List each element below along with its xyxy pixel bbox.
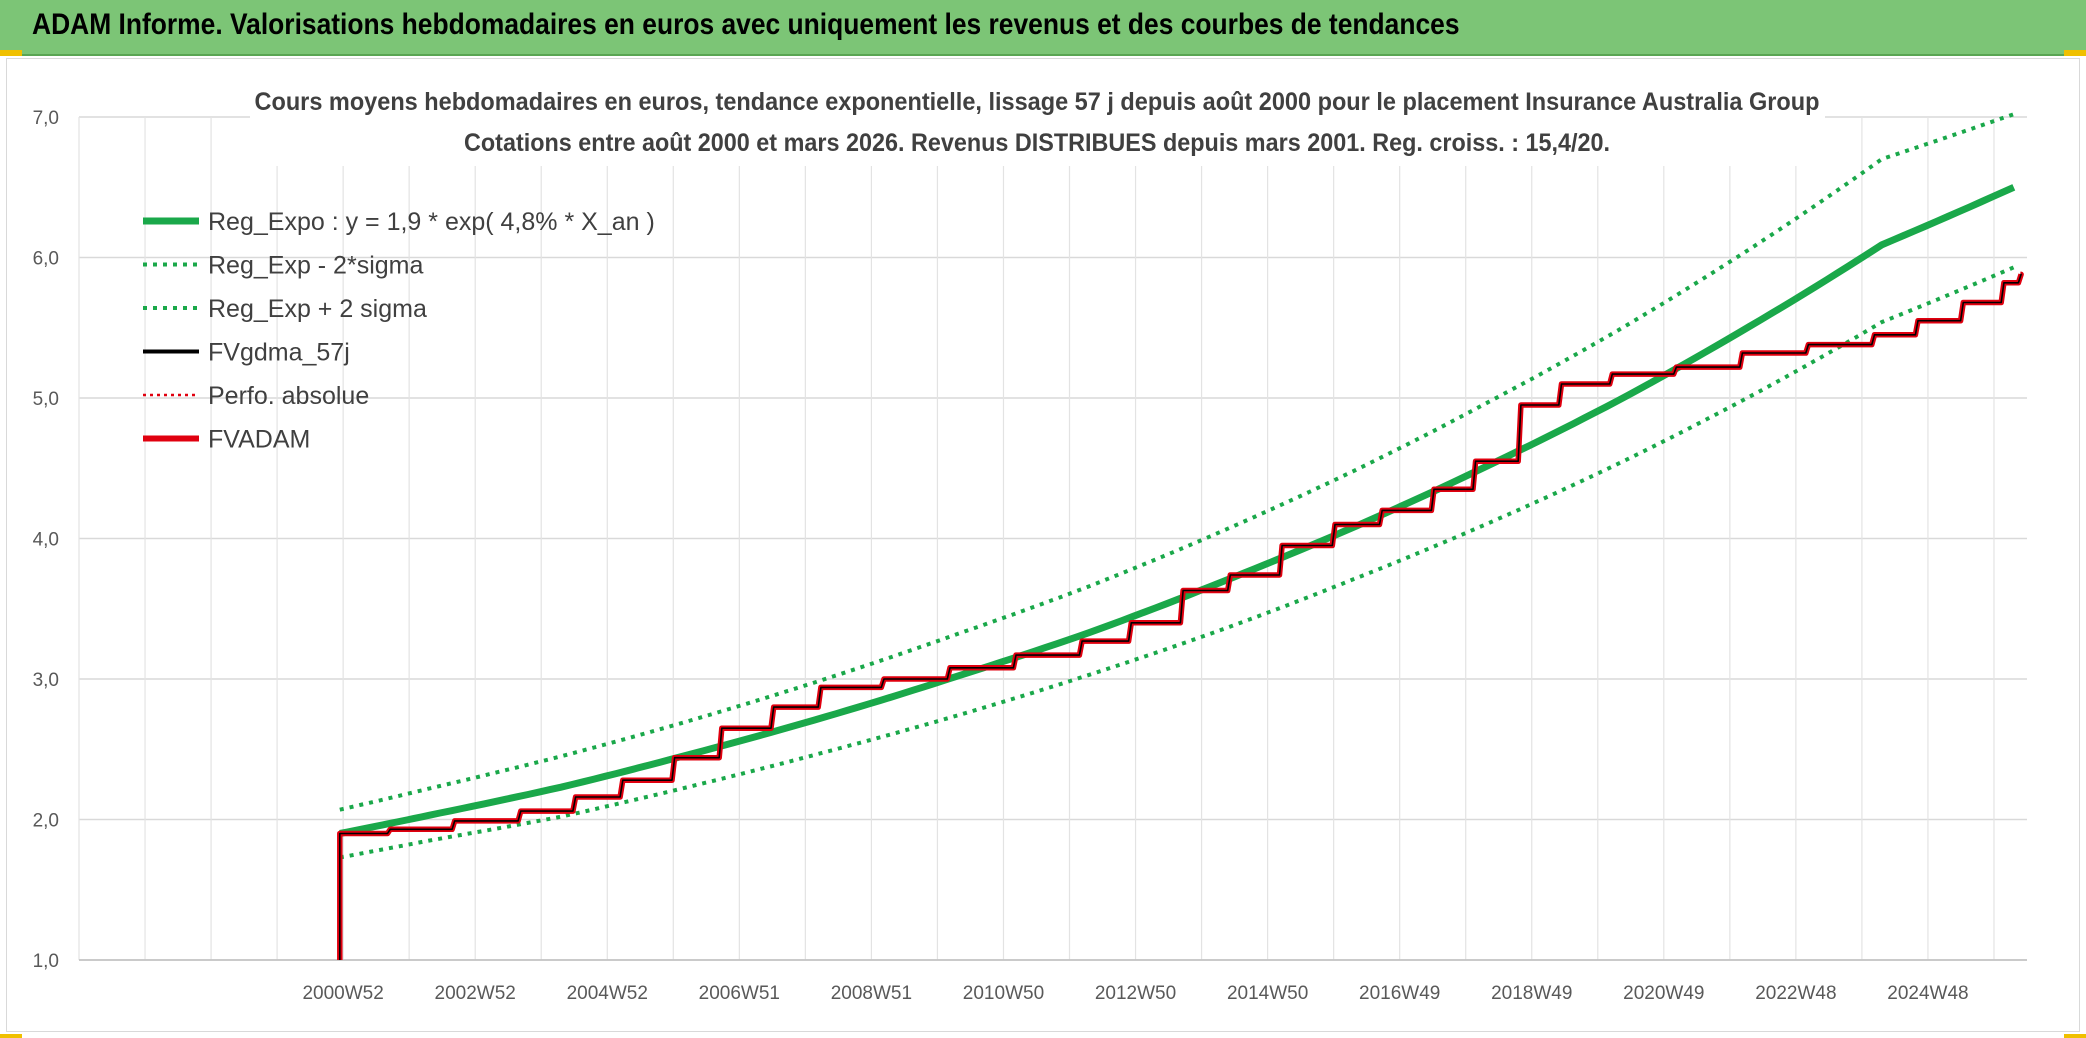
y-tick-label: 1,0 xyxy=(33,951,59,972)
series-reg-exp-plus-2sigma xyxy=(339,112,2015,812)
series-fvgdma-57j xyxy=(339,273,2022,960)
legend-label: FVADAM xyxy=(208,426,310,454)
legend-label: Reg_Expo : y = 1,9 * exp( 4,8% * X_an ) xyxy=(208,208,655,236)
x-tick-label: 2014W50 xyxy=(1227,983,1308,1004)
x-tick-label: 2002W52 xyxy=(435,983,516,1004)
legend: Reg_Expo : y = 1,9 * exp( 4,8% * X_an ) R… xyxy=(143,208,655,454)
x-tick-label: 2006W51 xyxy=(699,983,780,1004)
corner-marker-left xyxy=(0,50,22,56)
x-tick-label: 2020W49 xyxy=(1623,983,1704,1004)
x-tick-label: 2008W51 xyxy=(831,983,912,1004)
corner-marker-bottom-left xyxy=(0,1034,22,1038)
axis-labels: 1,0 2,0 3,0 4,0 5,0 6,0 7,0 2000W52 2002W52 2004W… xyxy=(33,108,1969,1004)
series-reg-exp-minus-2sigma xyxy=(339,265,2015,860)
y-tick-label: 3,0 xyxy=(33,670,59,691)
x-tick-label: 2022W48 xyxy=(1755,983,1836,1004)
series-reg-expo xyxy=(339,184,2016,837)
x-tick-label: 2016W49 xyxy=(1359,983,1440,1004)
series-layer xyxy=(337,112,2024,960)
corner-marker-bottom-right xyxy=(2064,1034,2086,1038)
chart-title-group: Cours moyens hebdomadaires en euros, ten… xyxy=(250,80,1825,166)
chart-title: Cours moyens hebdomadaires en euros, ten… xyxy=(255,88,1820,116)
header-title: ADAM Informe. Valorisations hebdomadaire… xyxy=(32,8,1460,41)
y-tick-label: 2,0 xyxy=(33,811,59,832)
x-tick-label: 2004W52 xyxy=(567,983,648,1004)
legend-label: Reg_Exp - 2*sigma xyxy=(208,252,423,280)
legend-label: Reg_Exp + 2 sigma xyxy=(208,295,427,323)
y-tick-label: 4,0 xyxy=(33,530,59,551)
legend-label: Perfo. absolue xyxy=(208,382,369,410)
x-tick-label: 2000W52 xyxy=(302,983,383,1004)
chart-subtitle: Cotations entre août 2000 et mars 2026. … xyxy=(464,129,1610,157)
header-bar: ADAM Informe. Valorisations hebdomadaire… xyxy=(0,0,2086,56)
y-tick-label: 5,0 xyxy=(33,389,59,410)
y-tick-label: 7,0 xyxy=(33,108,59,129)
corner-marker-right xyxy=(2064,50,2086,56)
x-tick-label: 2018W49 xyxy=(1491,983,1572,1004)
x-tick-label: 2024W48 xyxy=(1887,983,1968,1004)
y-tick-label: 6,0 xyxy=(33,249,59,270)
title-background xyxy=(250,80,1825,166)
chart-frame xyxy=(6,58,2080,1032)
x-tick-label: 2012W50 xyxy=(1095,983,1176,1004)
legend-label: FVgdma_57j xyxy=(208,339,350,367)
x-tick-label: 2010W50 xyxy=(963,983,1044,1004)
